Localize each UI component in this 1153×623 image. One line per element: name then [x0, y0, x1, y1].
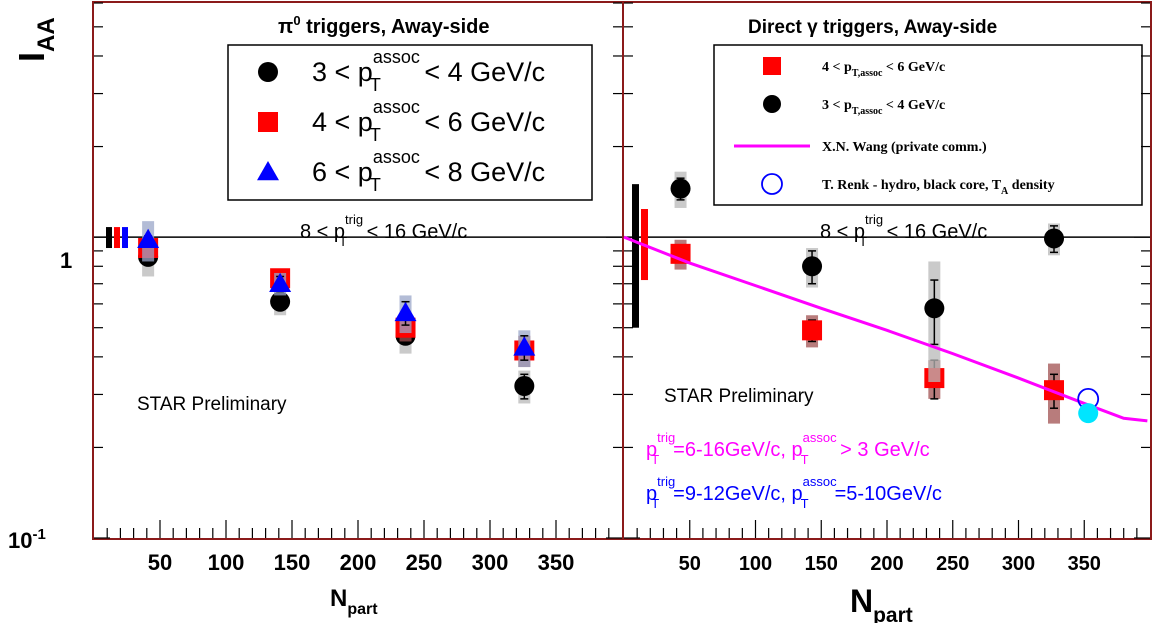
- left-title-rest: triggers, Away-side: [301, 16, 490, 38]
- note-magenta-mid: =6-16GeV/c, p: [673, 439, 803, 461]
- note-magenta-sub2: T: [801, 452, 809, 467]
- right-panel-plot: 50 100 150 200 250 300 350: [623, 2, 1150, 575]
- right-x-title-sub: part: [873, 604, 913, 623]
- right-data-point: [1044, 228, 1065, 249]
- right-preliminary-label: STAR Preliminary: [664, 386, 814, 407]
- right-legend: 4 < pT,assoc < 6 GeV/c 3 < pT,assoc < 4 G…: [734, 57, 1055, 197]
- left-trig-sup: trig: [345, 212, 363, 227]
- right-legend-marker: [763, 57, 781, 75]
- right-data-point: [670, 178, 691, 199]
- right-legend-box: [713, 44, 1143, 206]
- left-legend-marker: [257, 161, 279, 181]
- right-legend-label: X.N. Wang (private comm.): [822, 140, 987, 155]
- left-trig-label: 8 < ptrig T < 16 GeV/c: [300, 212, 467, 249]
- left-normalization-bar: [114, 227, 120, 249]
- right-data-point: [802, 320, 823, 341]
- left-panel-plot: 50 100 150 200 250 300 350: [94, 2, 622, 575]
- note-blue-sub1: T: [651, 496, 659, 511]
- left-x-title-main: N: [330, 585, 347, 612]
- left-title-pi: π: [278, 16, 293, 38]
- left-legend-marker: [258, 112, 278, 132]
- left-panel-title: π0 triggers, Away-side: [278, 13, 490, 38]
- right-note-blue: ptrig T =9-12GeV/c, passoc T =5-10GeV/c: [646, 474, 942, 511]
- left-data-point: [270, 291, 291, 312]
- y-tick-tenth-base: 10: [8, 528, 32, 553]
- right-normalization-bar: [632, 184, 639, 328]
- right-legend-marker: [763, 95, 781, 113]
- right-x-tick-label: 50: [679, 553, 701, 575]
- note-blue-sub2: T: [801, 496, 809, 511]
- note-magenta-sup1: trig: [657, 430, 675, 445]
- left-title-sup: 0: [293, 13, 300, 28]
- left-x-tick-label: 250: [406, 550, 443, 575]
- right-x-tick-label: 150: [805, 553, 838, 575]
- note-blue-sup1: trig: [657, 474, 675, 489]
- left-legend-marker: [258, 62, 278, 82]
- left-x-tick-label: 200: [340, 550, 377, 575]
- left-x-tick-label: 300: [472, 550, 509, 575]
- right-trig-sub: T: [859, 234, 867, 249]
- y-axis-title: I AA: [11, 17, 60, 62]
- y-tick-label-1: 1: [60, 248, 72, 273]
- right-x-tick-label: 350: [1068, 553, 1101, 575]
- right-x-title-main: N: [850, 583, 873, 619]
- note-blue-mid: =9-12GeV/c, p: [673, 483, 803, 505]
- left-data-point: [514, 376, 535, 397]
- note-blue-post: =5-10GeV/c: [835, 483, 942, 505]
- right-trig-post: < 16 GeV/c: [881, 221, 987, 243]
- right-data-point: [924, 298, 945, 319]
- right-x-tick-label: 200: [870, 553, 903, 575]
- y-tick-label-tenth: 10-1: [8, 526, 46, 553]
- right-legend-label: T. Renk - hydro, black core, TA density: [822, 178, 1055, 197]
- right-data-point: [802, 256, 823, 277]
- right-panel-frame: [622, 1, 1152, 540]
- left-legend-label: 4 < passoc T < 6 GeV/c: [312, 97, 545, 145]
- right-note-magenta: ptrig T =6-16GeV/c, passoc T > 3 GeV/c: [646, 430, 930, 467]
- right-legend-label: 4 < pT,assoc < 6 GeV/c: [822, 60, 945, 79]
- left-legend-label: 3 < passoc T < 4 GeV/c: [312, 47, 545, 95]
- y-axis-title-sub: AA: [33, 17, 60, 52]
- left-x-tick-label: 350: [538, 550, 575, 575]
- left-x-tick-label: 100: [208, 550, 245, 575]
- right-x-axis-title: Npart: [850, 583, 913, 623]
- left-trig-post: < 16 GeV/c: [361, 221, 467, 243]
- left-x-title-sub: part: [347, 601, 378, 618]
- left-legend: 3 < passoc T < 4 GeV/c4 < passoc T < 6 GeV…: [257, 47, 545, 195]
- left-data-point: [137, 228, 160, 249]
- y-tick-tenth-exp: -1: [32, 526, 45, 543]
- left-x-tick-label: 150: [274, 550, 311, 575]
- right-data-point: [1078, 403, 1099, 424]
- left-data-point: [394, 301, 417, 322]
- right-x-tick-label: 100: [739, 553, 772, 575]
- right-series-line: [623, 235, 1148, 423]
- right-x-tick-label: 250: [936, 553, 969, 575]
- note-blue-sup2: assoc: [803, 474, 837, 489]
- left-normalization-bar: [122, 227, 128, 249]
- y-axis-title-main: I: [11, 52, 52, 62]
- right-trig-sup: trig: [865, 212, 883, 227]
- left-legend-label: 6 < passoc T < 8 GeV/c: [312, 147, 545, 195]
- left-trig-sub: T: [339, 234, 347, 249]
- note-magenta-p1: p: [646, 439, 657, 461]
- left-x-axis-title: Npart: [330, 585, 378, 618]
- note-blue-p1: p: [646, 483, 657, 505]
- left-data-point: [269, 272, 292, 292]
- right-x-tick-label: 300: [1002, 553, 1035, 575]
- left-normalization-bar: [106, 227, 112, 249]
- note-magenta-post: > 3 GeV/c: [835, 439, 930, 461]
- right-legend-label: 3 < pT,assoc < 4 GeV/c: [822, 98, 945, 117]
- left-legend-box: [227, 44, 593, 201]
- left-x-tick-label: 50: [148, 550, 172, 575]
- note-magenta-sub1: T: [651, 452, 659, 467]
- left-data-point: [513, 336, 536, 356]
- right-legend-marker: [761, 173, 783, 195]
- right-panel-title: Direct γ triggers, Away-side: [748, 17, 997, 38]
- note-magenta-sup2: assoc: [803, 430, 837, 445]
- right-trig-label: 8 < ptrig T < 16 GeV/c: [820, 212, 987, 249]
- left-preliminary-label: STAR Preliminary: [137, 394, 287, 415]
